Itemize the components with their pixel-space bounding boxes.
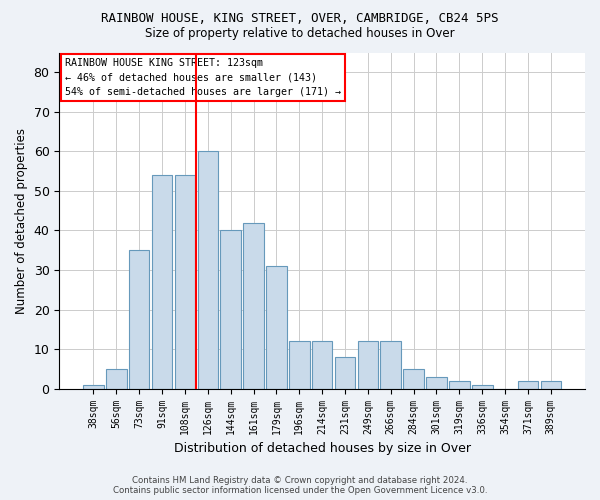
Bar — [380, 341, 401, 388]
Text: RAINBOW HOUSE, KING STREET, OVER, CAMBRIDGE, CB24 5PS: RAINBOW HOUSE, KING STREET, OVER, CAMBRI… — [101, 12, 499, 26]
Bar — [266, 266, 287, 388]
Bar — [518, 381, 538, 388]
Bar — [83, 384, 104, 388]
Bar — [358, 341, 378, 388]
Bar — [152, 175, 172, 388]
Bar — [541, 381, 561, 388]
Bar — [106, 369, 127, 388]
Bar — [129, 250, 149, 388]
Bar — [289, 341, 310, 388]
Bar — [335, 357, 355, 388]
Bar — [403, 369, 424, 388]
Text: Size of property relative to detached houses in Over: Size of property relative to detached ho… — [145, 28, 455, 40]
X-axis label: Distribution of detached houses by size in Over: Distribution of detached houses by size … — [173, 442, 470, 455]
Bar — [197, 152, 218, 388]
Text: Contains HM Land Registry data © Crown copyright and database right 2024.
Contai: Contains HM Land Registry data © Crown c… — [113, 476, 487, 495]
Bar — [312, 341, 332, 388]
Text: RAINBOW HOUSE KING STREET: 123sqm
← 46% of detached houses are smaller (143)
54%: RAINBOW HOUSE KING STREET: 123sqm ← 46% … — [65, 58, 341, 97]
Bar — [449, 381, 470, 388]
Bar — [175, 175, 195, 388]
Y-axis label: Number of detached properties: Number of detached properties — [15, 128, 28, 314]
Bar — [243, 222, 264, 388]
Bar — [426, 377, 447, 388]
Bar — [220, 230, 241, 388]
Bar — [472, 384, 493, 388]
